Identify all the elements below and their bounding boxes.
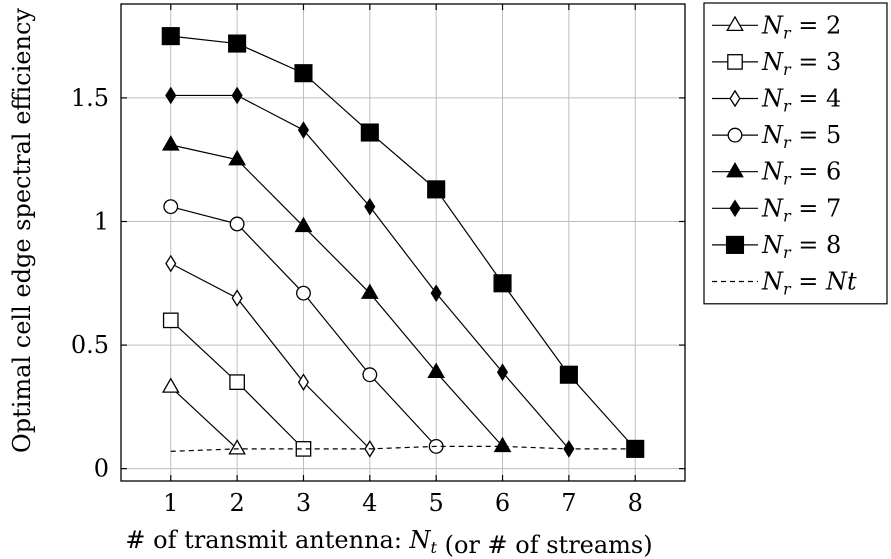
plot-frame: [120, 3, 686, 482]
legend: Nr = 2 Nr = 3 Nr = 4 Nr = 5 Nr = 6 Nr = 7 Nr =…: [703, 2, 888, 305]
legend-label: Nr = 6: [761, 158, 841, 189]
y-tick-label: 0.5: [71, 331, 109, 359]
data-point: [297, 121, 310, 139]
data-point: [161, 135, 180, 151]
y-tick-label: 1: [94, 207, 109, 235]
data-point: [161, 27, 180, 46]
data-point: [362, 367, 378, 383]
legend-label: Nr = 3: [761, 48, 841, 79]
data-point: [729, 199, 741, 218]
data-point: [165, 254, 177, 273]
data-point: [360, 123, 379, 142]
legend-label: Nr = 7: [761, 194, 841, 225]
legend-entry: Nr = 8: [712, 231, 841, 262]
y-tick-label: 1.5: [71, 84, 109, 112]
x-tick-label: 5: [429, 489, 444, 517]
data-point: [559, 365, 578, 384]
data-point: [364, 197, 376, 216]
data-point: [231, 86, 243, 105]
series-1: [161, 377, 246, 455]
data-point: [725, 235, 745, 254]
grid: [121, 4, 685, 481]
x-tick-label: 8: [628, 489, 643, 517]
data-point: [493, 436, 512, 453]
data-point: [231, 289, 243, 307]
series-8: [170, 445, 636, 452]
series-5: [161, 135, 512, 453]
x-tick-label: 2: [229, 489, 244, 517]
data-point: [297, 373, 310, 391]
legend-entry: Nr = 6: [712, 158, 841, 189]
x-tick-label: 6: [495, 489, 510, 517]
legend-entry: Nr = 5: [712, 121, 841, 152]
data-point: [726, 15, 744, 31]
legend-entry: Nr = 4: [712, 85, 841, 116]
series-line: [170, 35, 636, 450]
data-point: [229, 216, 245, 232]
data-point: [430, 284, 442, 302]
data-point: [726, 161, 744, 178]
plot-data: [161, 27, 645, 458]
data-point: [229, 374, 245, 390]
x-tick-label: 3: [296, 489, 311, 517]
series-7: [161, 27, 645, 458]
legend-label: Nr = 5: [761, 121, 841, 152]
series-line: [170, 386, 238, 450]
data-point: [294, 216, 313, 233]
legend-entry: Nr = 7: [712, 194, 841, 225]
x-axis-title: # of transmit antenna: Nt (or # of strea…: [125, 526, 652, 559]
legend-label: Nr = Nt: [761, 268, 857, 299]
series-line: [170, 262, 371, 450]
y-tick-label: 0: [94, 455, 109, 483]
x-tick-label: 4: [362, 489, 377, 517]
series-line: [170, 144, 503, 447]
data-point: [228, 439, 246, 455]
x-tick-label: 7: [561, 489, 576, 517]
data-point: [228, 34, 247, 53]
y-axis-title: Optimal cell edge spectral efficiency: [8, 8, 36, 453]
data-point: [228, 150, 246, 166]
data-point: [626, 439, 645, 458]
legend-label: Nr = 2: [761, 11, 841, 42]
data-point: [296, 285, 311, 301]
axes: 1 2 3 4 5 6 7 8 0 0.5 1 1.5 # of transmit antenna: N…: [8, 3, 686, 559]
legend-label: Nr = 4: [761, 85, 841, 116]
data-point: [427, 362, 446, 378]
legend-entry: Nr = 3: [712, 48, 841, 79]
x-tick-label: 1: [163, 489, 178, 517]
data-point: [165, 86, 177, 105]
data-point: [360, 283, 379, 299]
data-point: [727, 54, 743, 70]
data-point: [161, 377, 180, 393]
data-point: [727, 127, 743, 143]
data-point: [729, 89, 741, 108]
data-point: [496, 363, 509, 382]
data-point: [162, 312, 179, 329]
series-line: [170, 445, 636, 452]
legend-entry: Nr = 2: [712, 11, 841, 42]
legend-entry: Nr = Nt: [712, 268, 857, 299]
series-4: [163, 199, 444, 454]
data-point: [493, 274, 512, 293]
series-3: [165, 254, 376, 458]
legend-label: Nr = 8: [761, 231, 841, 262]
data-point: [163, 199, 179, 215]
data-point: [427, 180, 446, 199]
data-point: [294, 64, 313, 83]
